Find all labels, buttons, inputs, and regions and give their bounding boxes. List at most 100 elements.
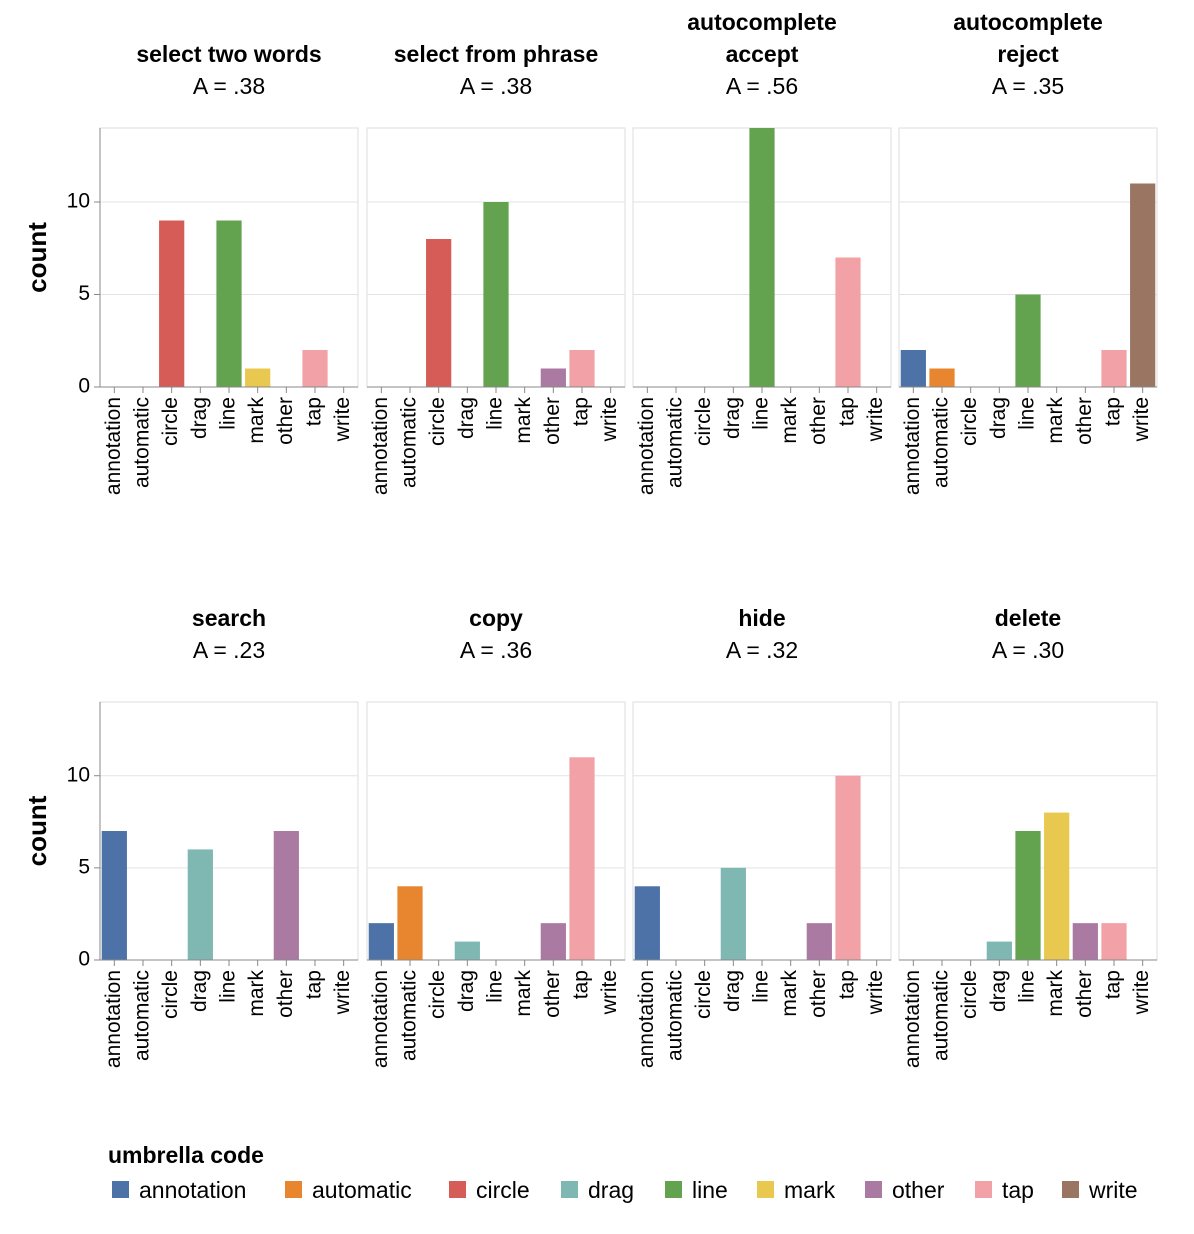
- legend-label: drag: [588, 1177, 634, 1203]
- bar-write: [1130, 183, 1156, 387]
- x-tick-label: write: [864, 397, 887, 442]
- bar-tap: [569, 757, 595, 960]
- legend-swatch: [449, 1181, 466, 1198]
- panel-subtitle: A = .36: [460, 637, 532, 663]
- x-tick-label: other: [807, 970, 830, 1018]
- x-tick-label: mark: [778, 397, 801, 444]
- x-tick-label: automatic: [930, 970, 953, 1061]
- x-tick-label: drag: [721, 397, 744, 439]
- x-tick-label: line: [217, 397, 240, 430]
- x-tick-label: line: [750, 397, 773, 430]
- x-tick-label: drag: [455, 970, 478, 1012]
- legend-item-circle: circle: [449, 1177, 530, 1203]
- legend-swatch: [975, 1181, 992, 1198]
- panel-title: select from phrase: [394, 41, 599, 67]
- x-tick-label: automatic: [930, 397, 953, 488]
- panel-title: copy: [469, 605, 523, 631]
- bar-line: [1015, 831, 1041, 960]
- x-tick-label: circle: [159, 970, 182, 1019]
- x-tick-label: other: [274, 970, 297, 1018]
- x-tick-label: automatic: [664, 397, 687, 488]
- panel-7: hide A = .32 annotation automatic circle drag…: [632, 605, 892, 1068]
- x-tick-label: write: [598, 970, 621, 1015]
- legend-label: annotation: [139, 1177, 246, 1203]
- x-tick-label: tap: [303, 970, 326, 999]
- x-tick-label: tap: [303, 397, 326, 426]
- panel-5: search A = .23 annotation automatic circle dr…: [22, 605, 359, 1068]
- legend: umbrella code annotation automatic circle dr…: [108, 1142, 1138, 1203]
- bar-line: [749, 128, 775, 387]
- panel-frame: [99, 701, 359, 961]
- bar-tap: [569, 350, 595, 387]
- panel-title: select two words: [136, 41, 321, 67]
- bar-mark: [1044, 812, 1070, 960]
- panel-subtitle: A = .32: [726, 637, 798, 663]
- y-tick-label: 10: [67, 190, 90, 213]
- x-tick-label: write: [331, 970, 354, 1015]
- bar-line: [1015, 294, 1041, 387]
- x-tick-label: mark: [1044, 970, 1067, 1017]
- bar-annotation: [634, 886, 660, 960]
- panel-title: accept: [726, 41, 799, 67]
- x-tick-label: line: [750, 970, 773, 1003]
- bar-tap: [1101, 923, 1127, 960]
- x-tick-label: tap: [1102, 970, 1125, 999]
- x-tick-label: tap: [836, 970, 859, 999]
- x-tick-label: automatic: [398, 970, 421, 1061]
- x-tick-label: tap: [570, 397, 593, 426]
- x-tick-label: annotation: [369, 970, 392, 1068]
- legend-label: tap: [1002, 1177, 1034, 1203]
- bar-mark: [245, 368, 271, 387]
- x-tick-label: write: [598, 397, 621, 442]
- x-tick-label: write: [1130, 397, 1153, 442]
- x-tick-label: write: [864, 970, 887, 1015]
- x-tick-label: other: [274, 397, 297, 445]
- x-tick-label: drag: [721, 970, 744, 1012]
- legend-item-mark: mark: [757, 1177, 836, 1203]
- x-tick-label: mark: [245, 397, 268, 444]
- legend-swatch: [1062, 1181, 1079, 1198]
- legend-swatch: [757, 1181, 774, 1198]
- x-tick-label: other: [541, 970, 564, 1018]
- bar-other: [806, 923, 832, 960]
- bar-other: [1072, 923, 1098, 960]
- x-tick-label: drag: [987, 970, 1010, 1012]
- panel-subtitle: A = .38: [460, 73, 532, 99]
- legend-label: automatic: [312, 1177, 412, 1203]
- y-axis-title: count: [22, 222, 52, 293]
- x-tick-label: circle: [692, 397, 715, 446]
- legend-item-automatic: automatic: [285, 1177, 412, 1203]
- x-tick-label: circle: [958, 970, 981, 1019]
- legend-item-tap: tap: [975, 1177, 1034, 1203]
- panel-title: reject: [997, 41, 1059, 67]
- x-tick-label: drag: [987, 397, 1010, 439]
- x-tick-label: annotation: [901, 970, 924, 1068]
- x-tick-label: circle: [958, 397, 981, 446]
- y-tick-label: 0: [78, 375, 90, 398]
- legend-item-line: line: [665, 1177, 728, 1203]
- x-tick-label: other: [1073, 970, 1096, 1018]
- legend-swatch: [561, 1181, 578, 1198]
- bar-tap: [302, 350, 328, 387]
- panel-1: select two words A = .38 annotation automat…: [22, 41, 359, 495]
- panel-subtitle: A = .23: [193, 637, 265, 663]
- x-tick-label: line: [1016, 397, 1039, 430]
- x-tick-label: annotation: [635, 397, 658, 495]
- panel-subtitle: A = .38: [193, 73, 265, 99]
- y-axis-title: count: [22, 795, 52, 866]
- x-tick-label: annotation: [635, 970, 658, 1068]
- y-tick-label: 0: [78, 948, 90, 971]
- y-tick-label: 5: [78, 282, 90, 305]
- bar-drag: [187, 849, 213, 960]
- x-tick-label: automatic: [131, 397, 154, 488]
- panel-2: select from phrase A = .38 annotation autom…: [366, 41, 626, 495]
- legend-swatch: [865, 1181, 882, 1198]
- bar-annotation: [101, 831, 127, 960]
- bar-other: [273, 831, 299, 960]
- x-tick-label: line: [484, 397, 507, 430]
- x-tick-label: annotation: [369, 397, 392, 495]
- x-tick-label: write: [1130, 970, 1153, 1015]
- legend-item-write: write: [1062, 1177, 1138, 1203]
- y-tick-label: 10: [67, 763, 90, 786]
